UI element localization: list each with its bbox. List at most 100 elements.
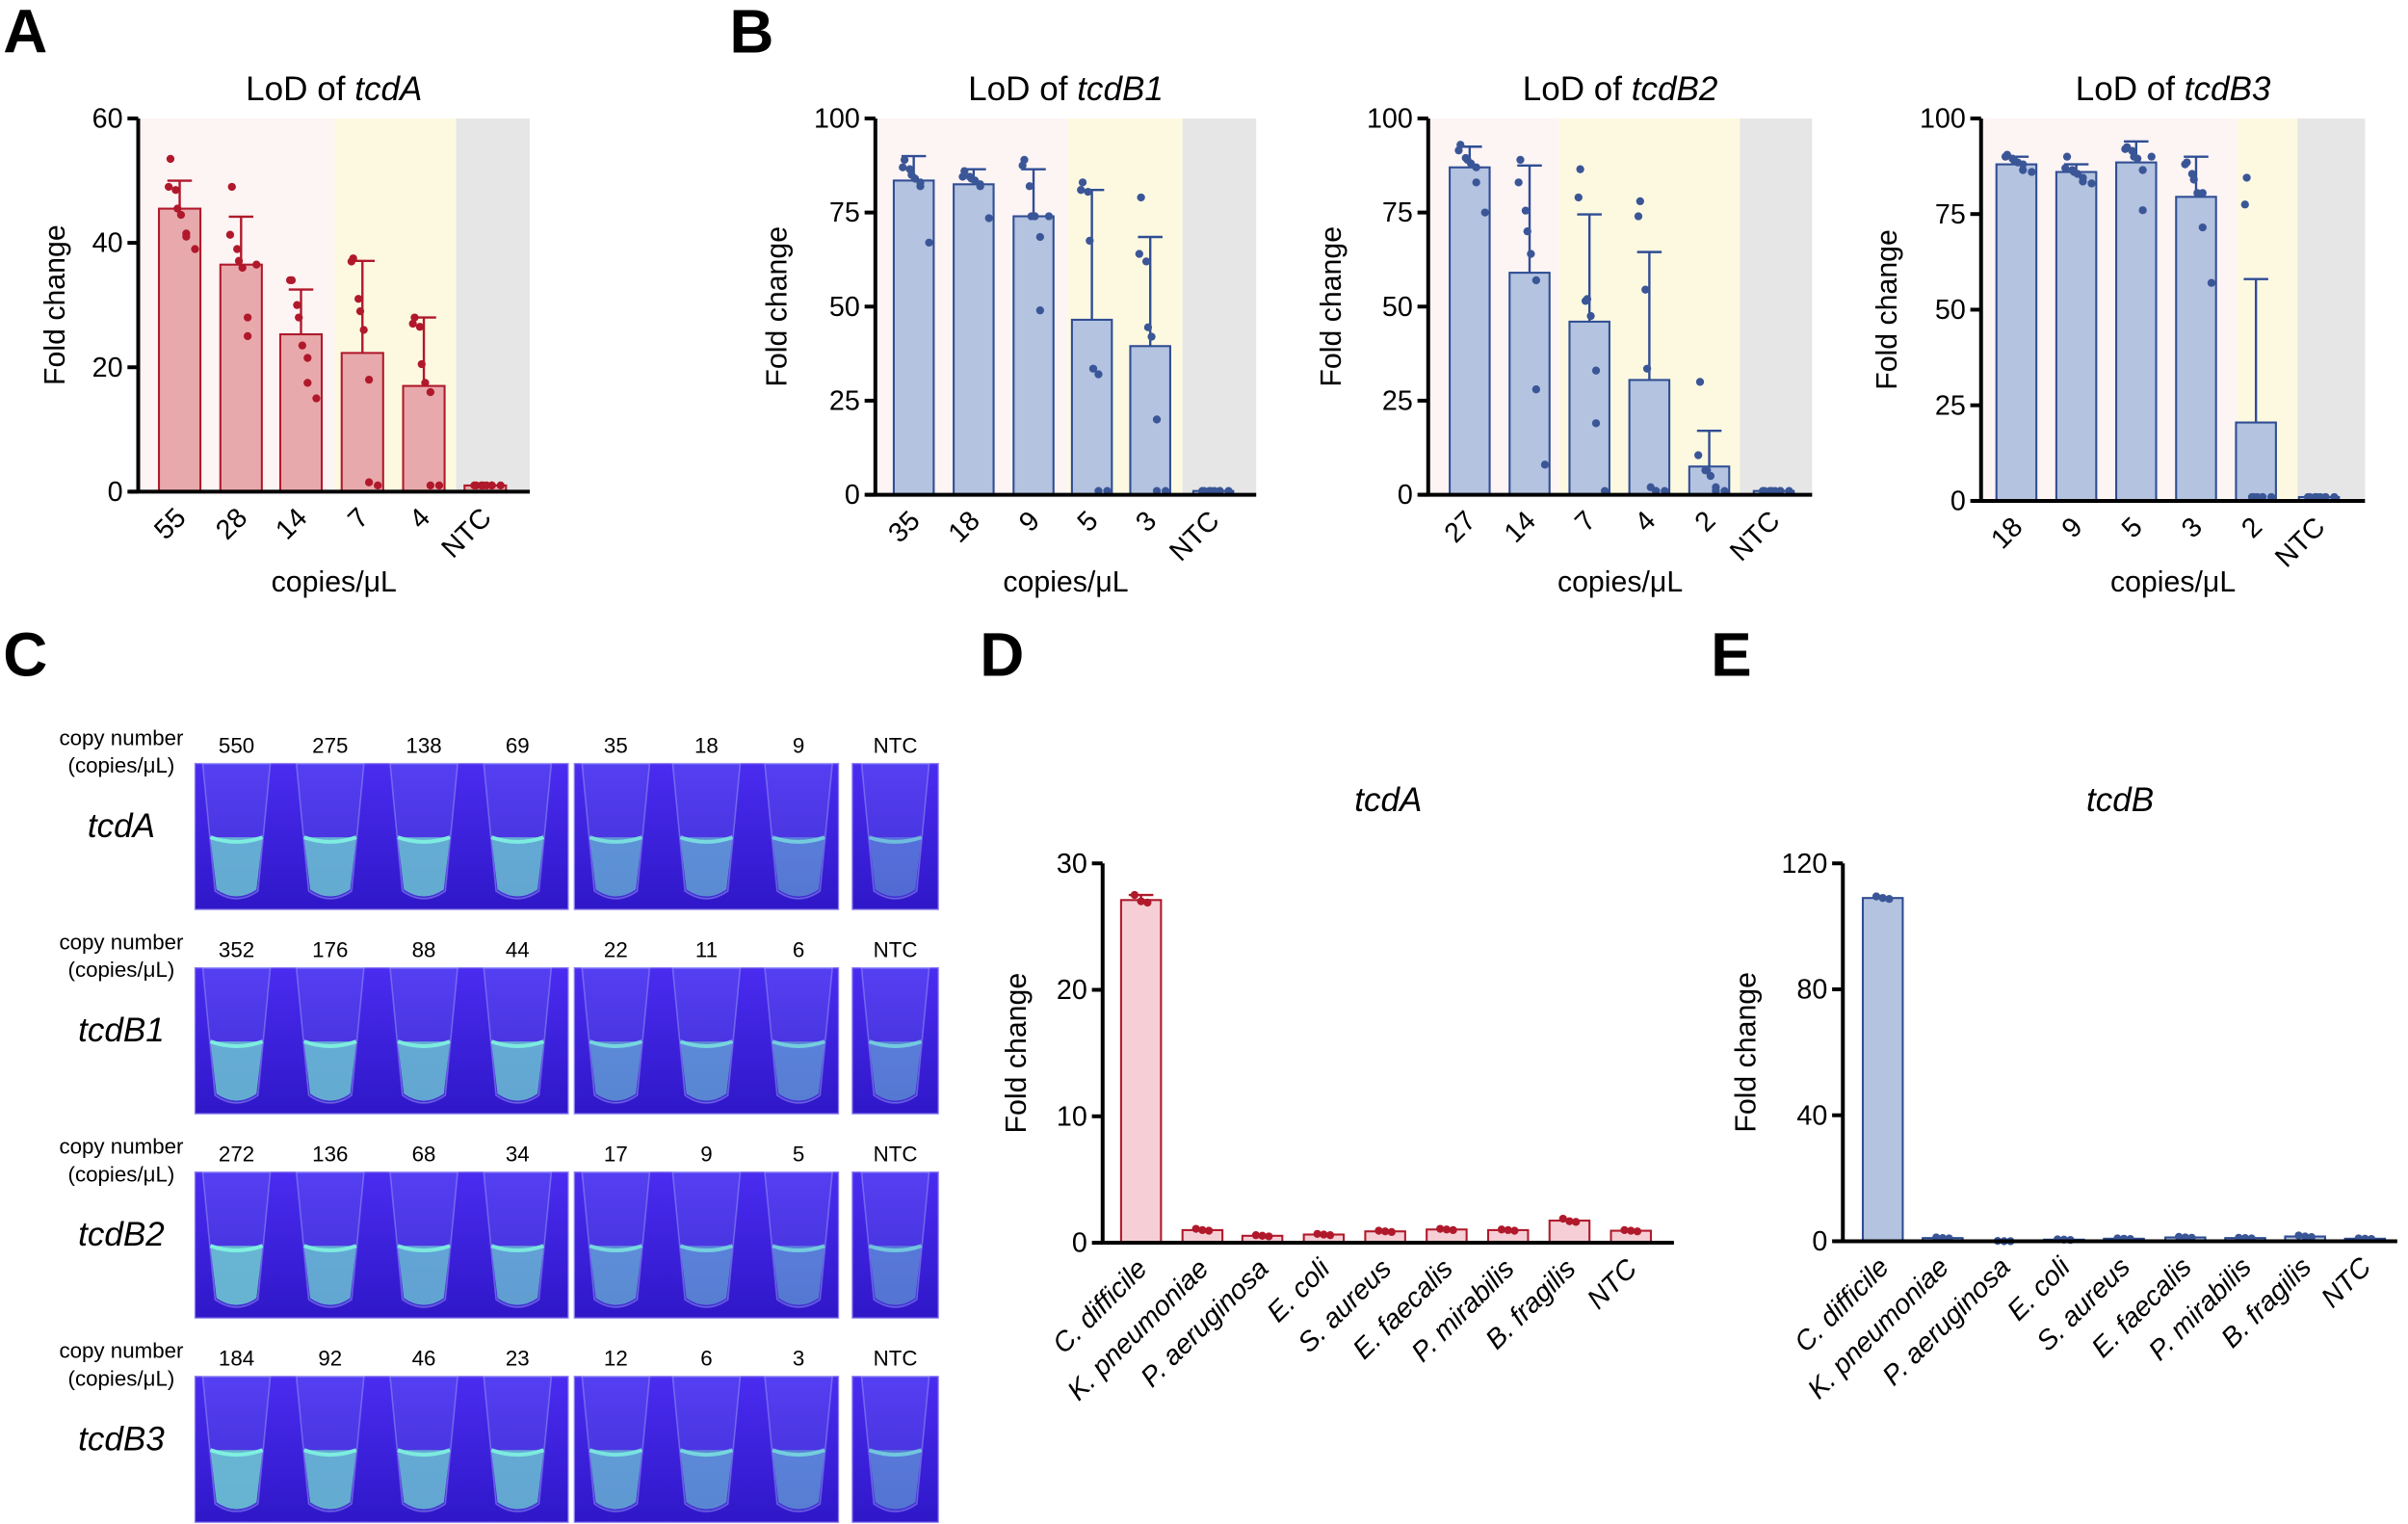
copy-number-label: 6	[700, 1347, 712, 1371]
data-point	[1480, 208, 1489, 217]
copy-number-label: 68	[412, 1143, 436, 1167]
tube	[295, 966, 365, 1104]
x-tick-label: 18	[1985, 512, 2028, 555]
tube-liquid	[210, 1450, 263, 1510]
tube-row-tcdb1: copy number (copies/μL) tcdB1 352 176 88 44 22 1…	[59, 931, 939, 1115]
tube	[860, 762, 930, 900]
tube-liquid	[589, 837, 642, 897]
row-gene-label: tcdB1	[78, 1012, 165, 1049]
y-tick-label: 0	[1950, 486, 1966, 517]
data-point	[1633, 1227, 1642, 1236]
y-tick-label: 30	[1057, 849, 1087, 880]
tube	[860, 966, 930, 1104]
tube	[764, 1375, 834, 1512]
data-point	[1077, 186, 1086, 195]
y-tick-label: 20	[92, 353, 123, 383]
row-label-copy-number: copy number	[59, 725, 184, 749]
bar	[1568, 320, 1610, 496]
chart-title-gene: tcdB1	[1077, 70, 1164, 108]
row-label-copy-number: copy number	[59, 1135, 184, 1159]
copy-number-label: 6	[793, 937, 804, 961]
tube	[671, 762, 742, 900]
data-point	[1313, 1229, 1322, 1238]
tube-liquid	[589, 1246, 642, 1305]
tube-liquid	[491, 1041, 544, 1101]
data-point	[2061, 164, 2070, 172]
data-point	[233, 245, 242, 253]
bar	[157, 207, 202, 493]
data-point	[1044, 212, 1054, 221]
data-point	[1620, 1225, 1629, 1235]
data-point	[1325, 1231, 1335, 1240]
data-point	[1510, 1226, 1519, 1235]
bar	[1449, 166, 1491, 496]
data-point	[1137, 897, 1145, 906]
data-point	[2019, 160, 2028, 169]
x-tick-label: 5	[2116, 512, 2149, 544]
chart-title-prefix: LoD of	[1523, 70, 1632, 108]
data-point	[1634, 212, 1643, 221]
copy-number-label: 136	[312, 1143, 348, 1167]
data-point	[1088, 364, 1098, 373]
tube	[483, 1375, 553, 1512]
tube-liquid	[210, 1041, 263, 1101]
data-point	[1031, 212, 1039, 221]
data-point	[1454, 146, 1463, 155]
bar	[953, 183, 995, 496]
data-point	[1387, 1227, 1396, 1237]
copy-number-label: 92	[318, 1347, 342, 1371]
data-point	[234, 256, 244, 265]
data-point	[312, 394, 321, 403]
copy-number-label: 275	[312, 733, 348, 757]
x-tick-label: 9	[1013, 506, 1046, 539]
y-tick-label: 0	[1398, 480, 1413, 511]
data-point	[1504, 1225, 1512, 1235]
tube	[201, 762, 272, 900]
data-point	[252, 260, 261, 269]
copy-number-label: 9	[793, 733, 804, 757]
x-tick-label: 35	[882, 506, 926, 549]
y-tick-label: 40	[92, 228, 123, 259]
data-point	[364, 376, 374, 384]
background-band	[456, 118, 531, 492]
tube	[764, 966, 834, 1104]
y-tick-label: 0	[845, 480, 860, 511]
y-tick-label: 25	[1382, 385, 1413, 416]
chart-b2: LoD of tcdB2 0 25 50 75 100 27 14 7 4 2 NTC Fold cha…	[1316, 70, 1813, 598]
y-tick-label: 80	[1796, 975, 1827, 1006]
data-point	[2147, 152, 2156, 161]
data-point	[295, 313, 303, 322]
data-point	[176, 210, 186, 220]
y-tick-label: 25	[829, 385, 860, 416]
data-point	[1078, 178, 1087, 187]
copy-number-label: NTC	[874, 1347, 918, 1371]
tube-liquid	[589, 1041, 642, 1101]
tube-liquid	[210, 1246, 263, 1305]
y-tick-label: 100	[814, 104, 860, 135]
copy-number-label: 17	[604, 1143, 628, 1167]
x-tick-label: NTC	[2269, 512, 2331, 573]
data-point	[1380, 1227, 1390, 1236]
data-point	[1531, 385, 1540, 394]
bar	[2115, 161, 2158, 502]
data-point	[470, 481, 479, 490]
chart-title: tcdB	[2086, 781, 2154, 819]
x-tick-label: NTC	[1724, 506, 1786, 567]
chart-title: LoD of tcdB2	[1523, 70, 1718, 108]
tube	[389, 1170, 459, 1308]
y-tick-label: 0	[1812, 1226, 1827, 1257]
row-gene-label: tcdB2	[78, 1216, 165, 1253]
row-label-units: (copies/μL)	[68, 958, 175, 982]
x-axis-label: copies/μL	[272, 566, 397, 598]
y-axis-label: Fold change	[761, 226, 793, 387]
data-point	[1025, 182, 1034, 191]
bar	[278, 332, 324, 493]
data-point	[2079, 177, 2087, 186]
y-axis-label: Fold change	[1730, 972, 1762, 1133]
copy-number-label: 22	[604, 937, 628, 961]
tube-row-tcda: copy number (copies/μL) tcdA 550 275 138 69 35 1…	[59, 725, 939, 910]
bar	[2055, 171, 2098, 502]
data-point	[1642, 364, 1652, 373]
